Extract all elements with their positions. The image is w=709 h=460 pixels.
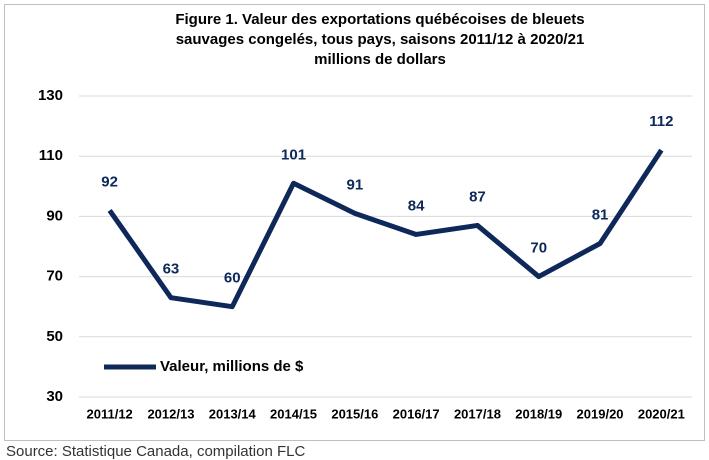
x-tick-label: 2018/19: [515, 406, 562, 421]
chart-title: sauvages congelés, tous pays, saisons 20…: [176, 31, 585, 48]
x-tick-label: 2011/12: [87, 406, 133, 421]
x-tick-label: 2013/14: [209, 406, 257, 421]
data-label: 91: [347, 176, 364, 193]
y-tick-label: 130: [38, 87, 63, 104]
x-tick-label: 2012/13: [147, 406, 194, 421]
x-tick-label: 2017/18: [454, 406, 501, 421]
data-label: 101: [281, 146, 306, 163]
legend-label: Valeur, millions de $: [160, 358, 304, 375]
source-note: Source: Statistique Canada, compilation …: [6, 443, 305, 460]
data-label: 92: [101, 173, 118, 190]
x-tick-label: 2020/21: [638, 406, 685, 421]
x-tick-label: 2015/16: [331, 406, 378, 421]
data-label: 60: [224, 270, 241, 287]
data-label: 70: [530, 240, 547, 257]
data-line: [107, 148, 664, 310]
x-tick-label: 2019/20: [577, 406, 624, 421]
y-tick-label: 70: [46, 268, 63, 285]
data-label: 87: [469, 188, 486, 205]
chart-title: Figure 1. Valeur des exportations québéc…: [175, 11, 584, 28]
y-tick-label: 30: [46, 388, 63, 405]
data-label: 84: [408, 197, 425, 214]
y-tick-label: 110: [39, 147, 63, 164]
chart-title: millions de dollars: [314, 51, 446, 68]
data-label: 112: [649, 113, 673, 130]
y-tick-label: 90: [46, 207, 63, 224]
data-label: 63: [163, 261, 180, 278]
x-tick-label: 2016/17: [393, 406, 440, 421]
x-tick-label: 2014/15: [270, 406, 317, 421]
y-tick-label: 50: [46, 328, 63, 345]
data-label: 81: [592, 206, 609, 223]
